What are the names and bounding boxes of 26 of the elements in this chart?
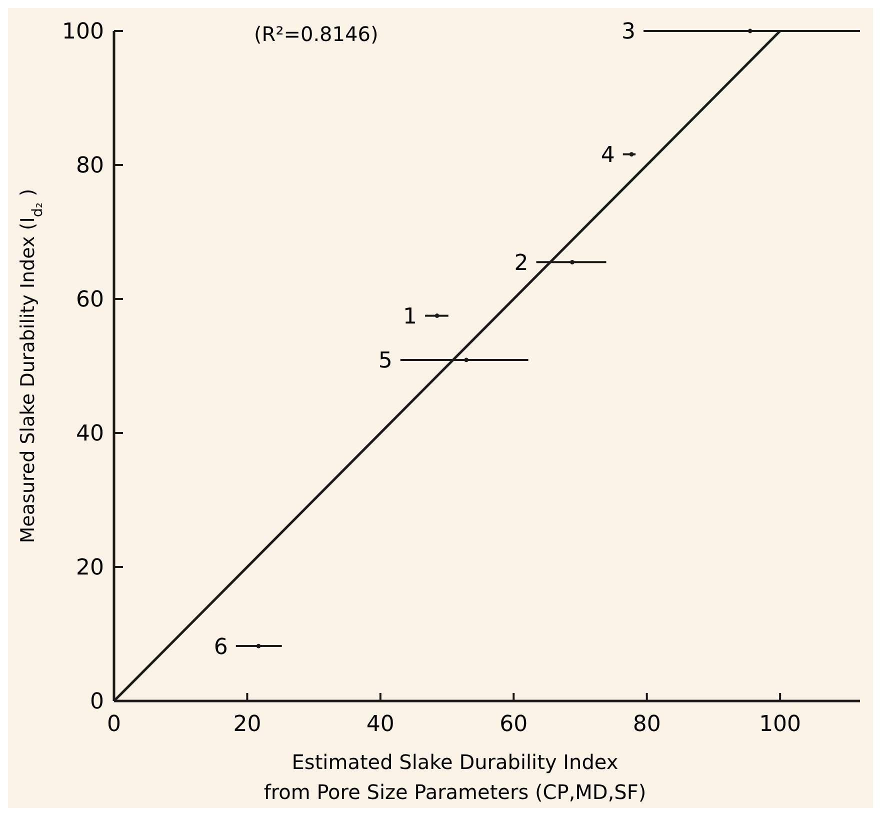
point (629, 152, 634, 156)
annotation: 3 (622, 20, 636, 45)
x-tick-label: 100 (759, 712, 802, 737)
point (748, 28, 752, 34)
y-tick-label: 60 (76, 288, 104, 313)
y-tick-label: 100 (62, 20, 104, 45)
y-tick-label: 0 (90, 690, 104, 715)
y-tick-label: 80 (76, 154, 104, 179)
x-tick-label: 20 (233, 712, 262, 737)
y-tick-label: 40 (76, 422, 104, 447)
annotation: (R²=0.8146) (254, 22, 378, 46)
annotation: 4 (600, 142, 615, 168)
annotation: 2 (514, 250, 528, 276)
annotation: 1 (403, 304, 418, 330)
x-tick-label: 80 (632, 712, 661, 737)
point (570, 260, 574, 264)
x-tick-label: 0 (107, 712, 121, 737)
point (256, 644, 261, 648)
x-tick-label: 40 (366, 712, 394, 737)
x-tick-label: 60 (500, 712, 528, 737)
y-tick-label: 20 (76, 556, 104, 581)
point (434, 314, 440, 318)
point (464, 358, 469, 362)
x-axis-title: Estimated Slake Durability Index from Pore Size Parameters (CP,MD,SF) (264, 750, 646, 804)
annotation: 6 (214, 634, 228, 660)
annotation: 5 (378, 348, 392, 374)
